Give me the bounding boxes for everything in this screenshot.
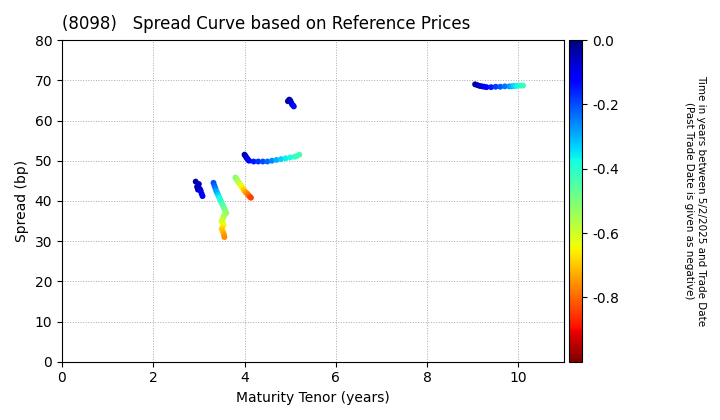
- Point: [284, 154, 296, 161]
- Point: [213, 194, 225, 200]
- Point: [220, 210, 232, 216]
- Point: [246, 194, 257, 201]
- Point: [219, 206, 230, 213]
- Point: [282, 98, 294, 105]
- Point: [217, 230, 229, 236]
- Point: [210, 185, 221, 192]
- Point: [253, 158, 264, 165]
- Point: [217, 202, 228, 208]
- Point: [219, 212, 230, 218]
- Point: [479, 84, 490, 90]
- Point: [219, 234, 230, 241]
- Point: [193, 181, 204, 187]
- Point: [287, 101, 298, 108]
- Point: [243, 193, 255, 199]
- Point: [288, 103, 300, 110]
- Point: [284, 97, 296, 104]
- Point: [271, 157, 282, 163]
- Point: [217, 214, 229, 220]
- Point: [284, 96, 295, 103]
- Point: [294, 151, 305, 158]
- Point: [495, 84, 506, 90]
- Point: [490, 84, 501, 90]
- Point: [220, 207, 231, 214]
- Point: [241, 190, 253, 197]
- Point: [234, 181, 246, 187]
- Point: [508, 83, 520, 89]
- Point: [506, 83, 518, 90]
- Point: [209, 182, 220, 189]
- Point: [216, 226, 228, 232]
- Point: [216, 218, 228, 224]
- Point: [240, 154, 252, 161]
- Point: [194, 186, 205, 192]
- Point: [287, 102, 299, 109]
- Point: [280, 155, 292, 162]
- Point: [513, 82, 524, 89]
- Point: [472, 82, 483, 89]
- X-axis label: Maturity Tenor (years): Maturity Tenor (years): [236, 391, 390, 405]
- Y-axis label: Spread (bp): Spread (bp): [15, 160, 29, 242]
- Point: [238, 186, 249, 193]
- Point: [469, 81, 481, 88]
- Point: [236, 184, 248, 190]
- Point: [230, 174, 241, 181]
- Point: [239, 151, 251, 158]
- Point: [190, 178, 202, 185]
- Point: [214, 196, 225, 202]
- Point: [235, 182, 247, 189]
- Point: [231, 177, 243, 184]
- Point: [217, 228, 228, 234]
- Point: [240, 189, 252, 196]
- Point: [196, 190, 207, 197]
- Point: [192, 186, 204, 193]
- Point: [266, 158, 278, 164]
- Point: [257, 158, 269, 165]
- Point: [217, 220, 228, 226]
- Point: [212, 189, 223, 196]
- Point: [275, 156, 287, 163]
- Point: [218, 232, 230, 239]
- Point: [210, 187, 222, 194]
- Point: [192, 184, 203, 190]
- Point: [292, 152, 303, 159]
- Point: [476, 83, 487, 90]
- Point: [261, 158, 273, 165]
- Point: [240, 152, 251, 159]
- Point: [197, 193, 208, 199]
- Point: [243, 157, 254, 163]
- Point: [285, 99, 297, 106]
- Point: [243, 192, 254, 198]
- Point: [244, 194, 256, 200]
- Point: [289, 153, 300, 160]
- Point: [243, 158, 255, 164]
- Point: [474, 83, 485, 89]
- Y-axis label: Time in years between 5/2/2025 and Trade Date
(Past Trade Date is given as negat: Time in years between 5/2/2025 and Trade…: [685, 75, 706, 326]
- Point: [195, 187, 207, 194]
- Point: [215, 197, 227, 204]
- Text: (8098)   Spread Curve based on Reference Prices: (8098) Spread Curve based on Reference P…: [62, 15, 470, 33]
- Point: [481, 84, 492, 90]
- Point: [240, 189, 251, 195]
- Point: [217, 224, 228, 231]
- Point: [217, 204, 229, 210]
- Point: [217, 215, 228, 222]
- Point: [230, 176, 242, 182]
- Point: [208, 179, 220, 186]
- Point: [217, 222, 229, 228]
- Point: [248, 158, 259, 165]
- Point: [233, 179, 245, 186]
- Point: [233, 178, 244, 185]
- Point: [499, 83, 510, 90]
- Point: [515, 82, 526, 89]
- Point: [503, 83, 515, 90]
- Point: [241, 155, 253, 162]
- Point: [216, 200, 228, 206]
- Point: [517, 82, 528, 89]
- Point: [239, 187, 251, 194]
- Point: [237, 185, 248, 192]
- Point: [510, 83, 522, 89]
- Point: [485, 84, 497, 90]
- Point: [212, 192, 224, 198]
